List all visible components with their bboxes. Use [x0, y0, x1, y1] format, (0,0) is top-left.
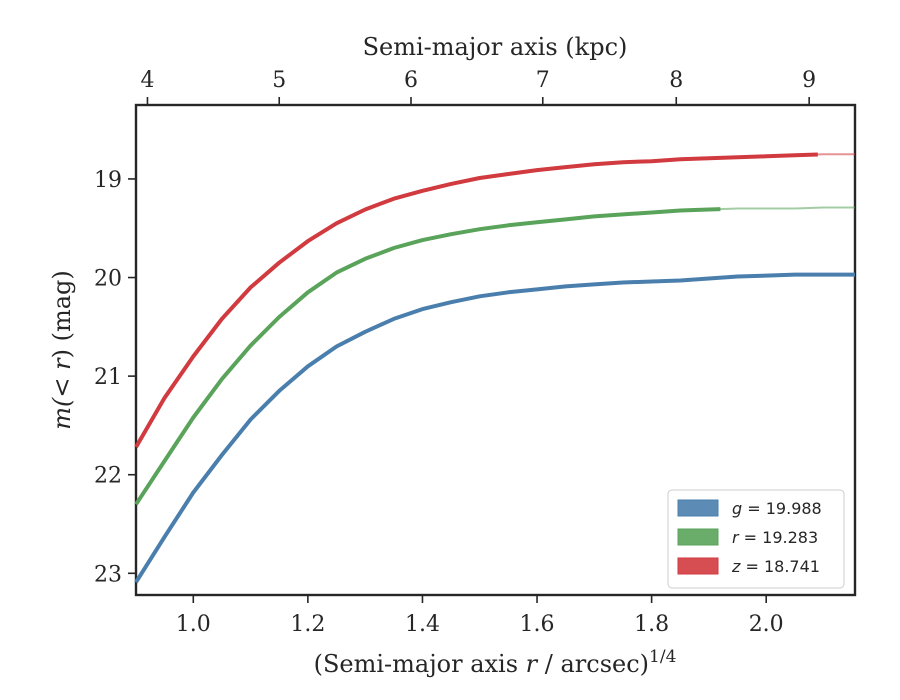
x-axis-title-sup: 1/4 — [649, 647, 676, 667]
x-tick-label: 1.0 — [176, 612, 211, 637]
legend-label-z: z = 18.741 — [731, 557, 820, 576]
y-tick-label: 23 — [94, 562, 122, 587]
legend-label-r: r = 19.283 — [732, 528, 818, 547]
top-tick-label: 6 — [404, 68, 418, 93]
top-tick-label: 7 — [536, 68, 550, 93]
legend-value: = 18.741 — [745, 557, 819, 576]
top-tick-label: 8 — [669, 68, 683, 93]
series-line-z-band — [134, 152, 818, 449]
y-tick-label: 19 — [94, 168, 122, 193]
y-tick-label: 22 — [94, 464, 122, 489]
legend-swatch-g — [677, 499, 719, 517]
y-tick-label: 21 — [94, 365, 122, 390]
legend-var: r — [732, 528, 744, 547]
y-tick-label: 20 — [94, 267, 122, 292]
x-tick-label: 1.2 — [290, 612, 325, 637]
top-tick-label: 5 — [272, 68, 286, 93]
ticks-layer: 1.0 1.2 1.4 1.6 1.8 2.0 19 20 21 22 23 4 5 6 7 8 9 — [94, 68, 816, 637]
y-axis-title: m(< r) (mag) — [48, 270, 76, 430]
legend-value: = 19.988 — [747, 499, 821, 518]
series-line-g-band — [134, 272, 855, 584]
legend-label-g: g = 19.988 — [732, 499, 822, 518]
y-axis-title-close: ) (mag) — [48, 270, 76, 358]
plot-frame — [134, 103, 857, 597]
x-tick-label: 1.4 — [405, 612, 440, 637]
y-axis-title-open: m( — [48, 397, 76, 430]
x-tick-label: 1.8 — [634, 612, 669, 637]
x-tick-label: 1.6 — [520, 612, 555, 637]
legend-swatch-z — [677, 557, 719, 575]
series-line-r-band — [134, 207, 721, 506]
x-axis-title-middle: / arcsec) — [537, 650, 649, 678]
top-axis-title: Semi-major axis (kpc) — [363, 33, 628, 61]
legend-value: = 19.283 — [744, 528, 818, 547]
legend-swatch-r — [677, 528, 719, 546]
series-line-faint-z-band — [135, 153, 855, 448]
x-tick-label: 2.0 — [749, 612, 784, 637]
top-tick-label: 4 — [140, 68, 154, 93]
x-axis-title-var: r — [526, 650, 539, 678]
y-axis-title-var: < r — [48, 357, 76, 398]
series-layer — [134, 152, 855, 584]
top-tick-label: 9 — [802, 68, 816, 93]
legend-var: g — [732, 499, 747, 518]
legend-var: z — [731, 557, 745, 576]
x-axis-title-prefix: (Semi-major axis — [314, 650, 526, 678]
x-axis-title: (Semi-major axis r / arcsec)1/4 — [314, 647, 677, 678]
